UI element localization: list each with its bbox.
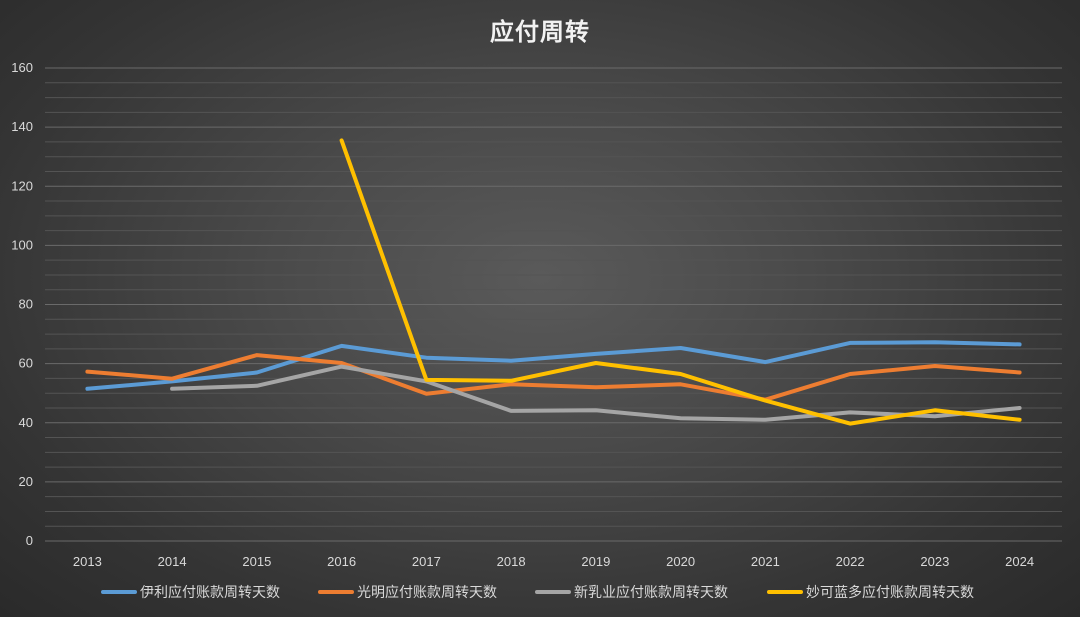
legend: 伊利应付账款周转天数 光明应付账款周转天数 新乳业应付账款周转天数 妙可蓝多应付账款周… xyxy=(101,584,974,601)
series-line-4 xyxy=(339,138,1022,426)
x-tick-label: 2023 xyxy=(920,554,949,569)
series-layer xyxy=(85,138,1022,426)
y-tick-label: 20 xyxy=(19,474,33,489)
y-axis-ticks: 0 20 40 60 80 100 120 140 160 xyxy=(11,60,33,548)
y-tick-label: 80 xyxy=(19,297,33,312)
x-tick-label: 2019 xyxy=(581,554,610,569)
y-tick-label: 140 xyxy=(11,119,33,134)
series-line-1 xyxy=(85,340,1022,391)
legend-label: 伊利应付账款周转天数 xyxy=(140,584,280,601)
y-tick-label: 60 xyxy=(19,356,33,371)
legend-label: 新乳业应付账款周转天数 xyxy=(574,584,728,601)
x-tick-label: 2013 xyxy=(73,554,102,569)
legend-label: 妙可蓝多应付账款周转天数 xyxy=(806,584,974,601)
x-tick-label: 2015 xyxy=(242,554,271,569)
y-tick-label: 40 xyxy=(19,415,33,430)
x-tick-label: 2018 xyxy=(497,554,526,569)
y-tick-label: 100 xyxy=(11,237,33,252)
y-tick-label: 0 xyxy=(26,533,33,548)
chart-title: 应付周转 xyxy=(490,18,590,46)
x-tick-label: 2024 xyxy=(1005,554,1034,569)
x-tick-label: 2021 xyxy=(751,554,780,569)
series-line-3 xyxy=(170,364,1022,422)
x-tick-label: 2017 xyxy=(412,554,441,569)
x-tick-label: 2014 xyxy=(158,554,187,569)
x-tick-label: 2016 xyxy=(327,554,356,569)
series-line-2 xyxy=(85,353,1022,402)
y-tick-label: 160 xyxy=(11,60,33,75)
y-tick-label: 120 xyxy=(11,178,33,193)
x-tick-label: 2020 xyxy=(666,554,695,569)
legend-label: 光明应付账款周转天数 xyxy=(357,584,497,601)
grid-layer xyxy=(45,67,1062,542)
x-tick-label: 2022 xyxy=(836,554,865,569)
x-axis-ticks: 2013 2014 2015 2016 2017 2018 2019 2020 2021 2022… xyxy=(73,554,1034,569)
